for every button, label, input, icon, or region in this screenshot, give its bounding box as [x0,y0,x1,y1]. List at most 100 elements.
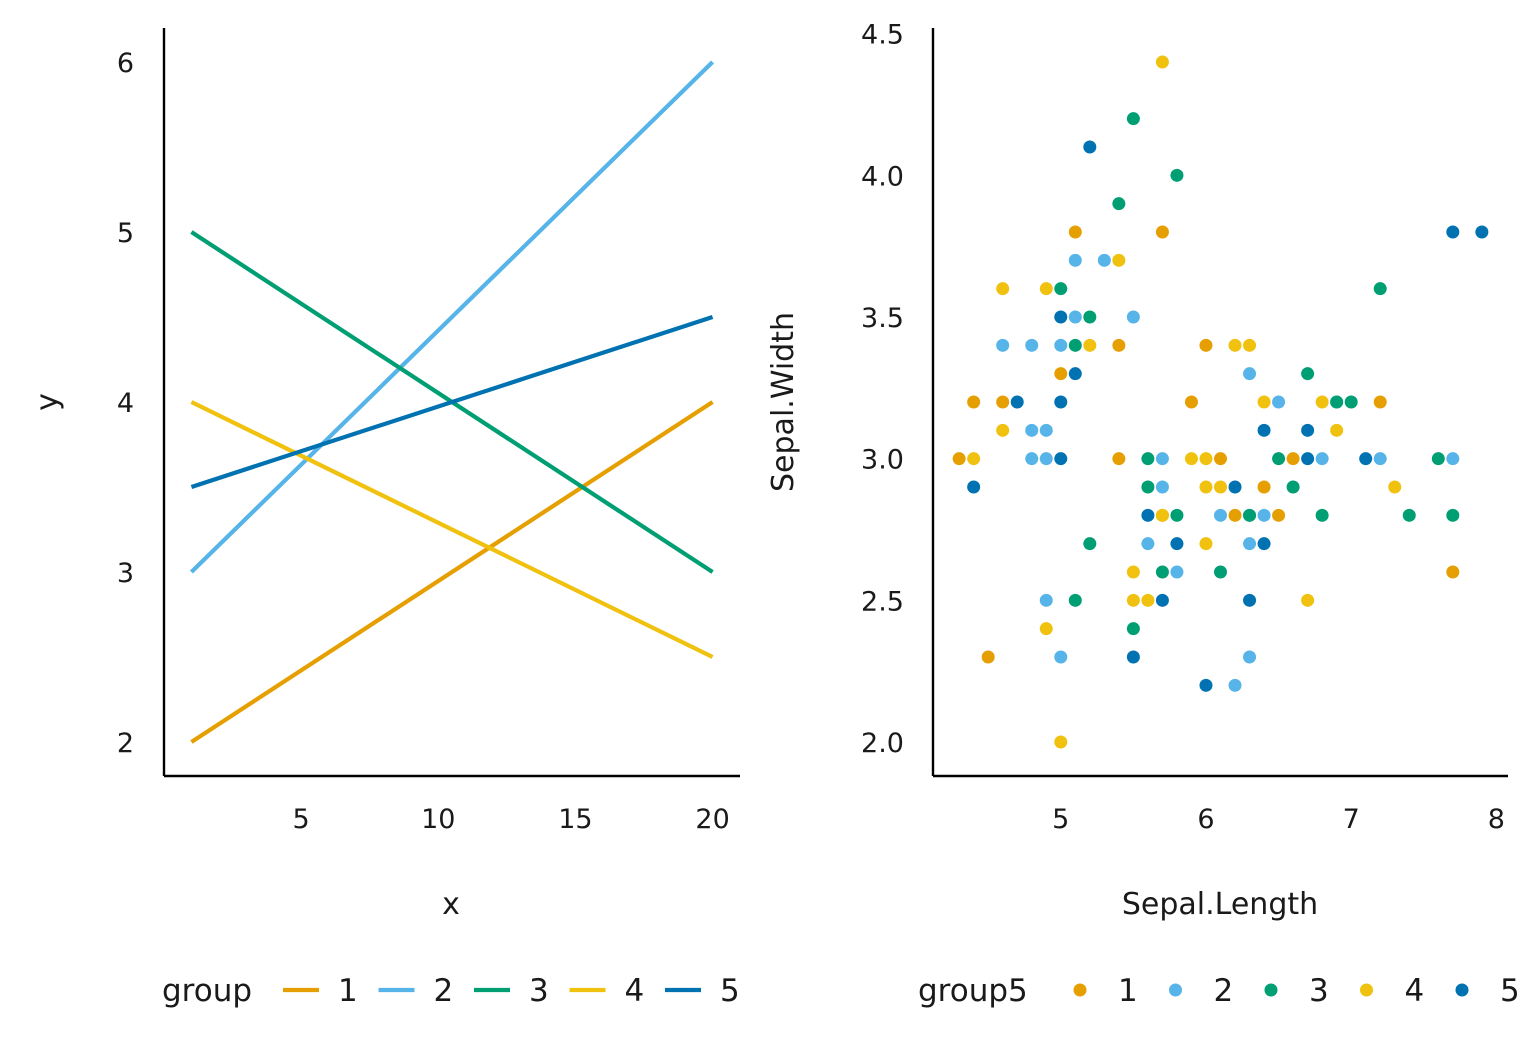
scatter-point-group-3 [1315,508,1329,522]
scatter-point-group-3 [1083,310,1097,324]
scatter-point-group-2 [1170,565,1184,579]
scatter-point-group-5 [1243,593,1257,607]
scatter-point-group-5 [1257,423,1271,437]
scatter-point-group-4 [1315,395,1329,409]
legend-key-point [1169,983,1182,997]
scatter-point-group-4 [1184,452,1198,466]
scatter-point-group-2 [1141,537,1155,551]
scatter-point-group-4 [1199,537,1213,551]
scatter-point-group-3 [1083,537,1097,551]
legend-label: 1 [338,973,358,1009]
scatter-point-group-2 [1025,423,1039,437]
scatter-point-group-1 [1068,225,1082,239]
line-chart-panel: 5 10 15 20 2 3 4 5 6 x y group 1 2 3 4 5 [30,28,740,1009]
right-x-tick-labels: 5 6 7 8 [1052,804,1505,835]
y-tick-label: 3.5 [861,303,904,334]
right-x-axis-title: Sepal.Length [1122,887,1318,922]
scatter-point-group-1 [1112,452,1126,466]
scatter-point-group-1 [1112,338,1126,352]
scatter-point-group-2 [1214,508,1227,522]
legend-label: 2 [434,973,454,1009]
left-legend: group 1 2 3 4 5 [162,973,740,1009]
scatter-point-group-5 [1359,452,1373,466]
y-tick-label: 4.0 [861,161,904,192]
scatter-point-group-5 [1068,367,1082,381]
scatter-point-group-2 [1315,452,1329,466]
legend-label: 4 [1405,973,1425,1009]
scatter-point-group-5 [1155,593,1169,607]
scatter-point-group-5 [1199,678,1213,692]
scatter-point-group-3 [1272,452,1286,466]
scatter-point-group-2 [1039,423,1053,437]
scatter-point-group-3 [1301,367,1315,381]
scatter-point-group-5 [1141,508,1155,522]
scatter-point-group-1 [981,650,995,664]
scatter-point-group-2 [1097,253,1111,267]
y-tick-label: 5 [117,218,134,249]
scatter-point-group-1 [1228,508,1242,522]
scatter-point-group-4 [1141,593,1155,607]
scatter-point-group-5 [1301,423,1315,437]
scatter-point-group-2 [1243,650,1257,664]
scatter-point-group-4 [1126,593,1140,607]
left-x-axis-title: x [442,887,460,922]
legend-key-point [1455,983,1469,997]
scatter-point-group-3 [1170,508,1184,522]
scatter-point-group-2 [1054,650,1068,664]
x-tick-label: 7 [1343,804,1360,835]
scatter-point-group-3 [1126,622,1140,636]
scatter-point-group-4 [1112,253,1126,267]
x-tick-label: 5 [293,804,310,835]
scatter-point-group-3 [1054,282,1068,296]
scatter-point-group-5 [1054,452,1068,466]
legend-title: group [162,973,252,1009]
scatter-point-group-1 [1214,452,1227,466]
right-y-axis-title: Sepal.Width [766,312,801,492]
scatter-point-group-2 [1257,508,1271,522]
left-x-tick-labels: 5 10 15 20 [293,804,730,835]
scatter-point-group-1 [952,452,966,466]
scatter-point-group-5 [1301,452,1315,466]
scatter-point-group-1 [1446,565,1460,579]
legend-label: 1 [1118,973,1138,1009]
scatter-point-group-2 [1039,452,1053,466]
legend-label: 5 [720,973,740,1009]
series-line-2 [189,60,715,574]
scatter-point-group-3 [1141,452,1155,466]
series-line-4 [190,400,714,659]
legend-title: group5 [918,973,1028,1009]
scatter-point-group-4 [1228,338,1242,352]
scatter-point-group-1 [967,395,981,409]
scatter-point-group-3 [1068,338,1082,352]
scatter-point-group-5 [1126,650,1140,664]
scatter-point-group-1 [1155,225,1169,239]
scatter-point-group-3 [1373,282,1387,296]
scatter-point-group-3 [1446,508,1460,522]
x-tick-label: 8 [1488,804,1505,835]
scatter-point-group-4 [1243,338,1257,352]
y-tick-label: 4 [117,388,134,419]
x-tick-label: 10 [421,804,455,835]
scatter-point-group-1 [1199,338,1213,352]
scatter-point-group-1 [1373,395,1387,409]
scatter-point-group-2 [1025,452,1039,466]
y-tick-label: 3 [117,558,134,589]
scatter-point-group-1 [1054,367,1068,381]
y-tick-label: 4.5 [861,20,904,51]
scatter-point-group-1 [996,395,1010,409]
scatter-point-group-2 [1155,452,1169,466]
line-chart-marks [189,60,715,744]
scatter-point-group-1 [1257,480,1271,494]
scatter-point-group-4 [1155,55,1169,69]
scatter-point-group-3 [1214,565,1227,579]
scatter-point-group-2 [1068,253,1082,267]
scatter-point-group-3 [1243,508,1257,522]
y-tick-label: 3.0 [861,445,904,476]
scatter-point-group-4 [996,282,1010,296]
scatter-point-group-4 [1301,593,1315,607]
scatter-point-group-1 [1286,452,1300,466]
scatter-point-group-5 [1054,395,1068,409]
y-tick-label: 2 [117,728,134,759]
scatter-chart-panel: 5 6 7 8 2.0 2.5 3.0 3.5 4.0 4.5 Sepal.Length Sep… [766,20,1520,1009]
scatter-point-group-2 [1228,678,1242,692]
